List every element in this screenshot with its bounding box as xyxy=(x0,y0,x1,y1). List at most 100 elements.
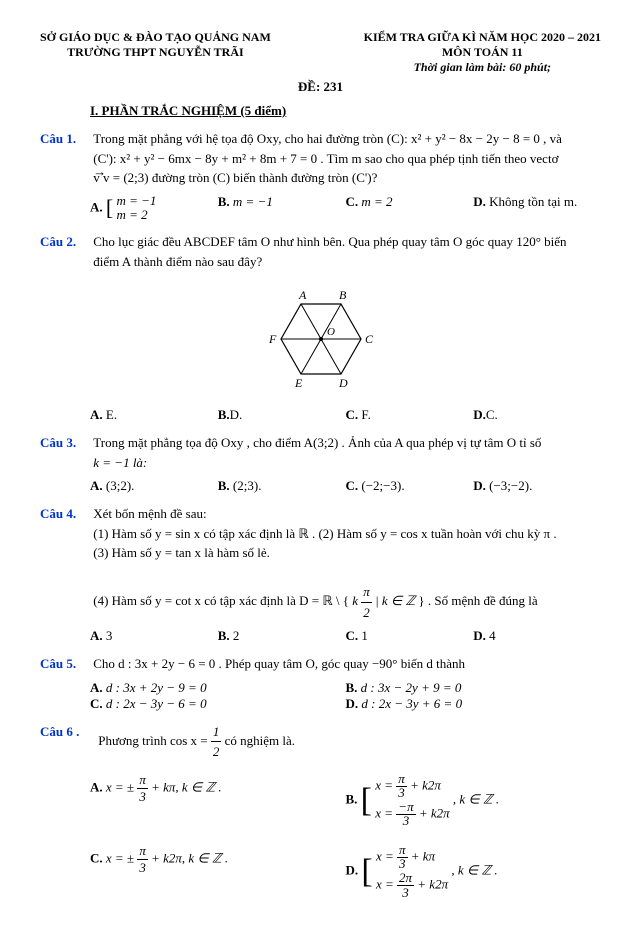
q4-opt-c: C. 1 xyxy=(346,628,474,644)
q4-opt-b: B. 2 xyxy=(218,628,346,644)
q1-d: Không tồn tại m. xyxy=(489,194,577,209)
q3-c: (−2;−3). xyxy=(361,478,404,493)
hexagon-icon: A B C D E F O xyxy=(251,279,391,399)
q1-opt-a: A. [ m = −1 m = 2 xyxy=(90,194,218,223)
svg-text:A: A xyxy=(298,288,307,302)
q1-label: Câu 1. xyxy=(40,129,90,149)
q6-opt-a: A. x = ± π3 + kπ, k ∈ ℤ . xyxy=(90,772,346,829)
q5-opt-a: A. d : 3x + 2y − 9 = 0 xyxy=(90,680,346,696)
q2-opt-c: C. F. xyxy=(346,407,474,423)
q1-options: A. [ m = −1 m = 2 B. m = −1 C. m = 2 D. … xyxy=(90,194,601,223)
q3-opt-b: B. (2;3). xyxy=(218,478,346,494)
svg-text:C: C xyxy=(365,332,374,346)
q5-d: d : 2x − 3y + 6 = 0 xyxy=(361,696,462,711)
q4-opt-a: A. 3 xyxy=(90,628,218,644)
q4-l4: (4) Hàm số y = cot x có tập xác định là … xyxy=(93,593,537,608)
q3-line1: Trong mặt phẳng tọa độ Oxy , cho điểm A(… xyxy=(93,435,541,450)
q3-b: (2;3). xyxy=(233,478,262,493)
q6-row1: A. x = ± π3 + kπ, k ∈ ℤ . B. [ x = π3 + … xyxy=(90,772,601,829)
q1-body: Trong mặt phẳng với hệ tọa độ Oxy, cho h… xyxy=(93,129,593,188)
q5-c: d : 2x − 3y − 6 = 0 xyxy=(106,696,207,711)
q6-b-tail: , k ∈ ℤ . xyxy=(453,791,499,806)
svg-text:D: D xyxy=(338,376,348,390)
q4-a: 3 xyxy=(106,628,113,643)
subject-line: MÔN TOÁN 11 xyxy=(364,45,601,60)
q4-d: 4 xyxy=(489,628,496,643)
q5-opt-d: D. d : 2x − 3y + 6 = 0 xyxy=(346,696,602,712)
q6-opt-c: C. x = ± π3 + k2π, k ∈ ℤ . xyxy=(90,843,346,900)
svg-text:O: O xyxy=(327,326,335,338)
q4-b: 2 xyxy=(233,628,240,643)
q3-d: (−3;−2). xyxy=(489,478,532,493)
q4-body: Xét bốn mệnh đề sau: (1) Hàm số y = sin … xyxy=(93,504,593,622)
q5-opt-b: B. d : 3x − 2y + 9 = 0 xyxy=(346,680,602,696)
q3-opt-d: D. (−3;−2). xyxy=(473,478,601,494)
question-2: Câu 2. Cho lục giác đều ABCDEF tâm O như… xyxy=(40,232,601,271)
q2-label: Câu 2. xyxy=(40,232,90,252)
school-line: TRƯỜNG THPT NGUYỄN TRÃI xyxy=(40,45,271,60)
q1-line1: Trong mặt phẳng với hệ tọa độ Oxy, cho h… xyxy=(93,131,562,146)
q5-options2: C. d : 2x − 3y − 6 = 0 D. d : 2x − 3y + … xyxy=(90,696,601,712)
q2-line2: điểm A thành điểm nào sau đây? xyxy=(93,254,262,269)
q1-a1: m = −1 xyxy=(116,194,156,208)
q5-b: d : 3x − 2y + 9 = 0 xyxy=(361,680,462,695)
q4-l1: Xét bốn mệnh đề sau: xyxy=(93,506,206,521)
q6-row2: C. x = ± π3 + k2π, k ∈ ℤ . D. [ x = π3 +… xyxy=(90,843,601,900)
q6-label: Câu 6 . xyxy=(40,722,95,742)
question-3: Câu 3. Trong mặt phẳng tọa độ Oxy , cho … xyxy=(40,433,601,472)
q3-options: A. (3;2). B. (2;3). C. (−2;−3). D. (−3;−… xyxy=(90,478,601,494)
q2-c: F. xyxy=(361,407,370,422)
exam-code: ĐỀ: 231 xyxy=(40,79,601,95)
q2-body: Cho lục giác đều ABCDEF tâm O như hình b… xyxy=(93,232,593,271)
q3-opt-c: C. (−2;−3). xyxy=(346,478,474,494)
q6-post: có nghiệm là. xyxy=(225,733,295,748)
q2-b: D. xyxy=(230,407,243,422)
section-title: I. PHẦN TRẮC NGHIỆM (5 điểm) xyxy=(90,103,601,119)
q4-l2: (1) Hàm số y = sin x có tập xác định là … xyxy=(93,526,556,541)
q3-line2: k = −1 là: xyxy=(93,455,147,470)
q2-line1: Cho lục giác đều ABCDEF tâm O như hình b… xyxy=(93,234,566,249)
q6-pre: Phương trình cos x = xyxy=(98,733,211,748)
dept-line: SỞ GIÁO DỤC & ĐÀO TẠO QUẢNG NAM xyxy=(40,30,271,45)
q6-opt-b: B. [ x = π3 + k2π x = −π3 + k2π , k ∈ ℤ … xyxy=(346,772,602,829)
q1-line2: (C'): x² + y² − 6mx − 8y + m² + 8m + 7 =… xyxy=(93,151,558,166)
q4-c: 1 xyxy=(361,628,368,643)
exam-line: KIỂM TRA GIỮA KÌ NĂM HỌC 2020 – 2021 xyxy=(364,30,601,45)
q2-d: C. xyxy=(486,407,498,422)
q1-opt-b: B. m = −1 xyxy=(218,194,346,223)
page-header: SỞ GIÁO DỤC & ĐÀO TẠO QUẢNG NAM TRƯỜNG T… xyxy=(40,30,601,75)
q1-opt-c: C. m = 2 xyxy=(346,194,474,223)
q3-body: Trong mặt phẳng tọa độ Oxy , cho điểm A(… xyxy=(93,433,593,472)
q2-opt-d: D.C. xyxy=(473,407,601,423)
q4-options: A. 3 B. 2 C. 1 D. 4 xyxy=(90,628,601,644)
q2-opt-a: A. E. xyxy=(90,407,218,423)
q3-label: Câu 3. xyxy=(40,433,90,453)
q5-options: A. d : 3x + 2y − 9 = 0 B. d : 3x − 2y + … xyxy=(90,680,601,696)
q4-l4a: (4) Hàm số y = cot x có tập xác định là … xyxy=(93,593,343,608)
q1-b: m = −1 xyxy=(233,194,273,209)
header-left: SỞ GIÁO DỤC & ĐÀO TẠO QUẢNG NAM TRƯỜNG T… xyxy=(40,30,271,75)
q5-a: d : 3x + 2y − 9 = 0 xyxy=(106,680,207,695)
q4-opt-d: D. 4 xyxy=(473,628,601,644)
time-line: Thời gian làm bài: 60 phút; xyxy=(364,60,601,75)
q4-l4b: . Số mệnh đề đúng là xyxy=(428,593,538,608)
q3-a: (3;2). xyxy=(106,478,135,493)
q5-opt-c: C. d : 2x − 3y − 6 = 0 xyxy=(90,696,346,712)
q4-l3: (3) Hàm số y = tan x là hàm số lẻ. xyxy=(93,545,270,560)
q6-body: Phương trình cos x = 12 có nghiệm là. xyxy=(98,733,295,748)
svg-text:F: F xyxy=(268,332,277,346)
q1-a2: m = 2 xyxy=(116,208,156,222)
q1-line3: v→ v = (2;3) đường tròn (C) biến thành đ… xyxy=(93,170,377,185)
question-1: Câu 1. Trong mặt phẳng với hệ tọa độ Oxy… xyxy=(40,129,601,188)
header-right: KIỂM TRA GIỮA KÌ NĂM HỌC 2020 – 2021 MÔN… xyxy=(364,30,601,75)
svg-text:E: E xyxy=(294,376,303,390)
svg-text:B: B xyxy=(339,288,347,302)
question-6: Câu 6 . Phương trình cos x = 12 có nghiệ… xyxy=(40,722,601,762)
q1-c: m = 2 xyxy=(361,194,392,209)
question-4: Câu 4. Xét bốn mệnh đề sau: (1) Hàm số y… xyxy=(40,504,601,622)
q2-options: A. E. B.D. C. F. D.C. xyxy=(90,407,601,423)
q3-opt-a: A. (3;2). xyxy=(90,478,218,494)
q4-label: Câu 4. xyxy=(40,504,90,524)
q1-opt-d: D. Không tồn tại m. xyxy=(473,194,601,223)
q6-d-tail: , k ∈ ℤ . xyxy=(451,862,497,877)
